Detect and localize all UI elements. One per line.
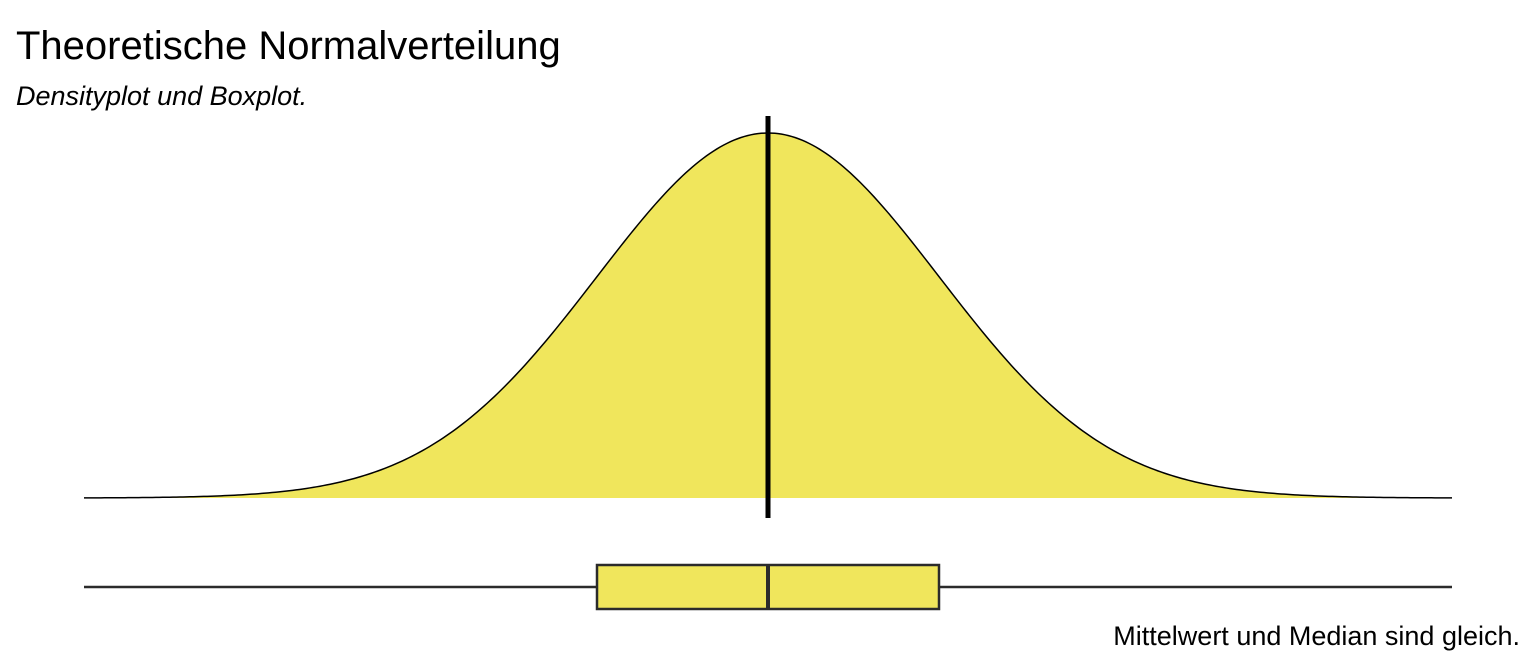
chart-caption: Mittelwert und Median sind gleich. (1113, 621, 1520, 651)
chart-subtitle: Densityplot und Boxplot. (16, 81, 308, 111)
chart-title: Theoretische Normalverteilung (16, 24, 561, 68)
